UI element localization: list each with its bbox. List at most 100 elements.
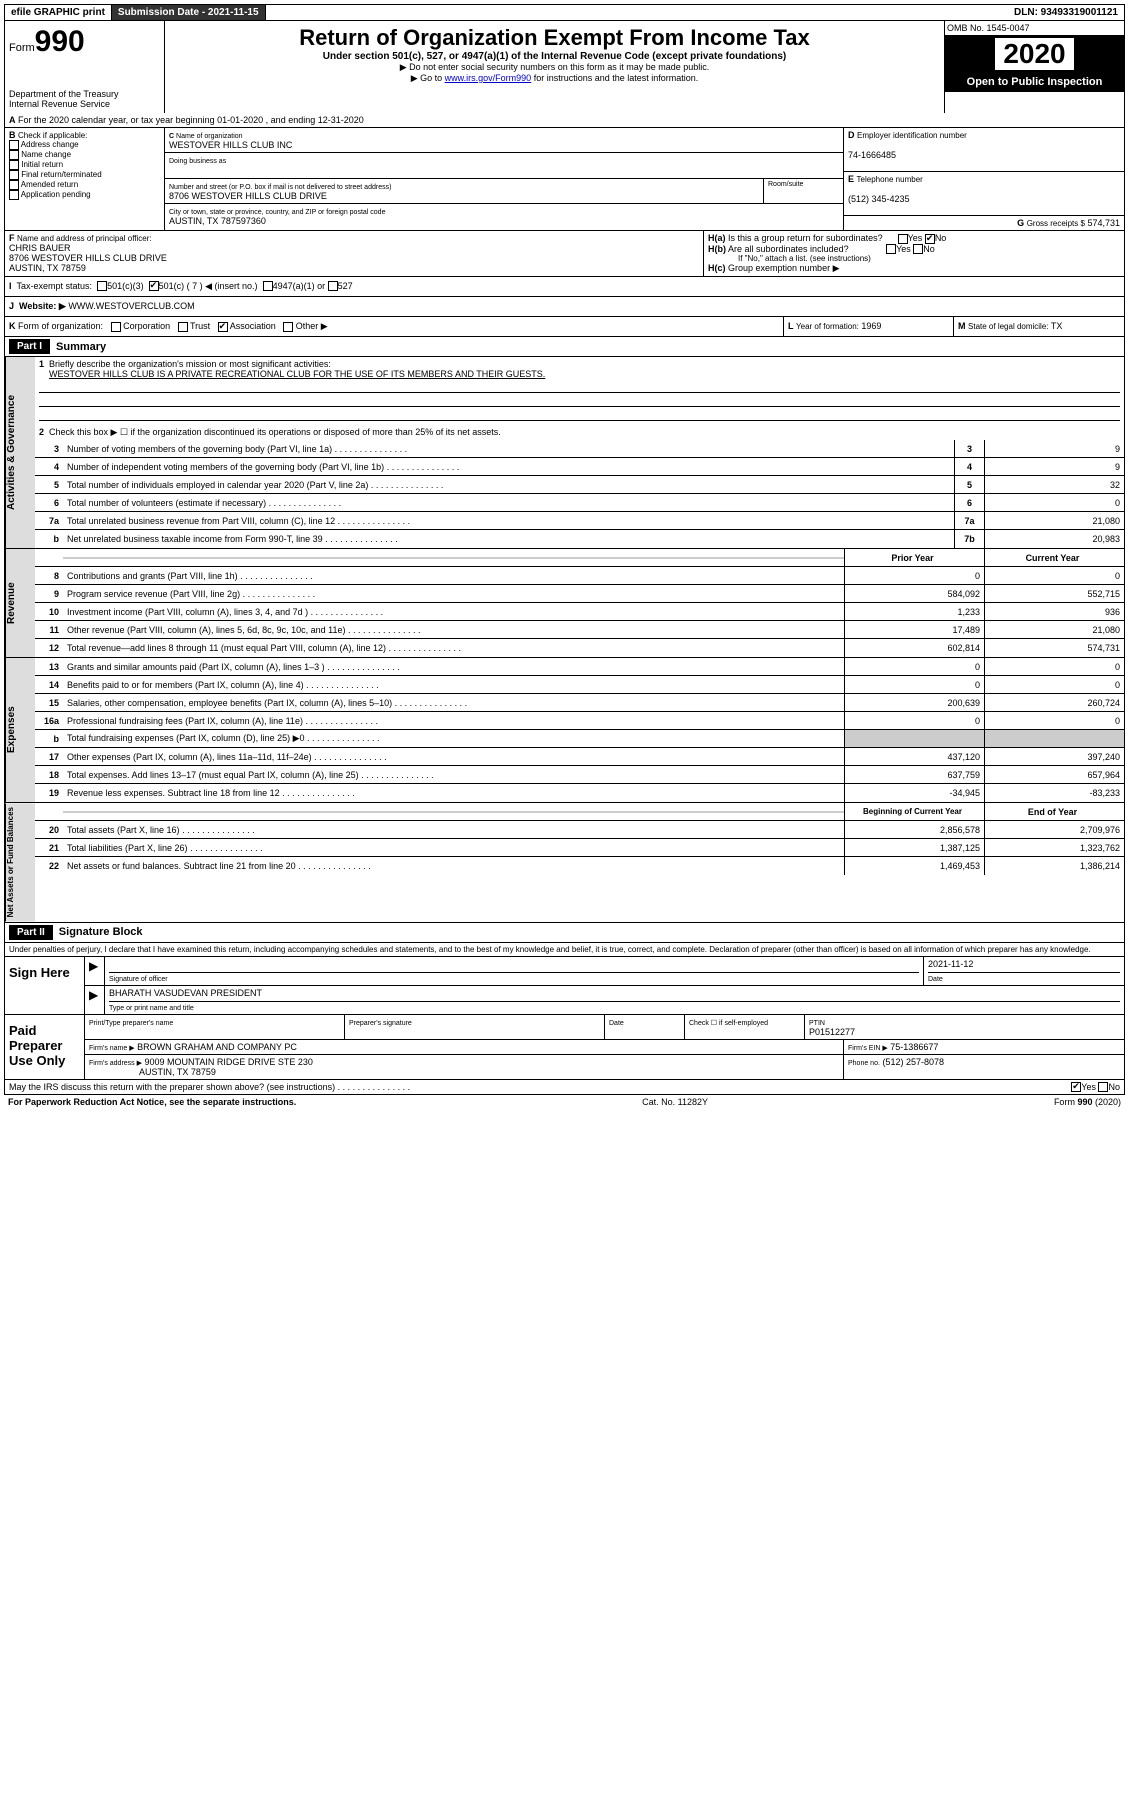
i-o2: 501(c) ( 7 ) ◀ (insert no.) — [159, 281, 258, 292]
ha-lbl: Is this a group return for subordinates? — [728, 233, 883, 243]
public-inspection: Open to Public Inspection — [945, 72, 1124, 92]
discuss-row: May the IRS discuss this return with the… — [4, 1080, 1125, 1096]
dba-lbl: Doing business as — [169, 158, 226, 165]
dept: Department of the Treasury Internal Reve… — [9, 89, 160, 109]
section-c: C Name of organization WESTOVER HILLS CL… — [165, 128, 844, 230]
ein: 74-1666485 — [848, 150, 896, 160]
section-fh: F Name and address of principal officer:… — [4, 231, 1125, 277]
mission-text: WESTOVER HILLS CLUB IS A PRIVATE RECREAT… — [49, 369, 545, 379]
data-row: 8Contributions and grants (Part VIII, li… — [35, 567, 1124, 585]
form-title: Return of Organization Exempt From Incom… — [169, 25, 940, 51]
efile-label: efile GRAPHIC print — [5, 5, 112, 20]
data-row: 10Investment income (Part VIII, column (… — [35, 603, 1124, 621]
i-lbl: Tax-exempt status: — [17, 281, 93, 292]
section-b: B Check if applicable: Address change Na… — [5, 128, 165, 230]
summary-row: 6Total number of volunteers (estimate if… — [35, 494, 1124, 512]
k-o3: Association — [230, 321, 276, 331]
sign-date: 2021-11-12 — [928, 959, 973, 969]
note-1: ▶ Do not enter social security numbers o… — [169, 62, 940, 73]
c-name-lbl: Name of organization — [176, 133, 243, 140]
i-527[interactable] — [328, 281, 338, 291]
line-a: A For the 2020 calendar year, or tax yea… — [4, 113, 1125, 128]
hb-no[interactable] — [913, 244, 923, 254]
ha-no[interactable] — [925, 234, 935, 244]
header-right: OMB No. 1545-0047 2020 Open to Public In… — [944, 21, 1124, 113]
d-lbl: Employer identification number — [857, 131, 967, 140]
b-option[interactable]: Name change — [9, 150, 160, 160]
i-o4: 527 — [338, 281, 353, 292]
submission-date: Submission Date - 2021-11-15 — [112, 5, 266, 20]
footer-mid: Cat. No. 11282Y — [642, 1097, 708, 1107]
org-city: AUSTIN, TX 787597360 — [169, 216, 266, 226]
b-option[interactable]: Application pending — [9, 190, 160, 200]
k-corp[interactable] — [111, 322, 121, 332]
discuss-yes[interactable] — [1071, 1082, 1081, 1092]
footer: For Paperwork Reduction Act Notice, see … — [4, 1095, 1125, 1109]
exp-label: Expenses — [5, 658, 35, 802]
data-row: 21Total liabilities (Part X, line 26)1,3… — [35, 839, 1124, 857]
addr-lbl: Number and street (or P.O. box if mail i… — [169, 184, 391, 191]
b-option[interactable]: Initial return — [9, 160, 160, 170]
i-o1: 501(c)(3) — [107, 281, 144, 292]
b-option[interactable]: Address change — [9, 140, 160, 150]
gov-label: Activities & Governance — [5, 357, 35, 548]
city-lbl: City or town, state or province, country… — [169, 209, 385, 216]
rev-label: Revenue — [5, 549, 35, 657]
revenue-section: Revenue Prior Year Current Year 8Contrib… — [4, 549, 1125, 658]
firm-name-lbl: Firm's name ▶ — [89, 1045, 135, 1052]
section-deg: D Employer identification number 74-1666… — [844, 128, 1124, 230]
k-assoc[interactable] — [218, 322, 228, 332]
firm-ein-lbl: Firm's EIN ▶ — [848, 1045, 888, 1052]
hb-note: If "No," attach a list. (see instruction… — [708, 254, 1120, 263]
self-emp-lbl: Check ☐ if self-employed — [689, 1020, 768, 1027]
ptin: P01512277 — [809, 1027, 855, 1037]
header-left: Form990 Department of the Treasury Inter… — [5, 21, 165, 113]
year-box: 2020 — [945, 36, 1124, 72]
part2-badge: Part II — [9, 925, 53, 940]
perjury: Under penalties of perjury, I declare th… — [4, 943, 1125, 957]
summary-row: 3Number of voting members of the governi… — [35, 440, 1124, 458]
gross-receipts: 574,731 — [1087, 218, 1120, 228]
e-lbl: Telephone number — [857, 175, 923, 184]
i-4947[interactable] — [263, 281, 273, 291]
section-f: F Name and address of principal officer:… — [5, 231, 704, 276]
b-option[interactable]: Amended return — [9, 180, 160, 190]
irs-link[interactable]: www.irs.gov/Form990 — [445, 73, 532, 83]
year: 2020 — [995, 38, 1073, 70]
b-option[interactable]: Final return/terminated — [9, 170, 160, 180]
k-trust[interactable] — [178, 322, 188, 332]
governance-section: Activities & Governance 1 Briefly descri… — [4, 357, 1125, 549]
note-2: ▶ Go to www.irs.gov/Form990 for instruct… — [169, 73, 940, 84]
k-lbl: Form of organization: — [18, 321, 103, 331]
room-lbl: Room/suite — [763, 179, 843, 203]
section-h: H(a) Is this a group return for subordin… — [704, 231, 1124, 276]
l-lbl: Year of formation: — [796, 322, 859, 331]
i-501c3[interactable] — [97, 281, 107, 291]
org-address: 8706 WESTOVER HILLS CLUB DRIVE — [169, 191, 327, 201]
i-501c[interactable] — [149, 281, 159, 291]
i-o3: 4947(a)(1) or — [273, 281, 326, 292]
na-header-row: Beginning of Current Year End of Year — [35, 803, 1124, 821]
j-lbl: Website: ▶ — [19, 301, 66, 312]
officer-addr: 8706 WESTOVER HILLS CLUB DRIVE — [9, 253, 167, 263]
data-row: 19Revenue less expenses. Subtract line 1… — [35, 784, 1124, 802]
sign-here-lbl: Sign Here — [5, 957, 85, 1014]
discuss-text: May the IRS discuss this return with the… — [9, 1082, 1071, 1093]
summary-row: 4Number of independent voting members of… — [35, 458, 1124, 476]
hb-yes[interactable] — [886, 244, 896, 254]
ptin-lbl: PTIN — [809, 1020, 825, 1027]
tax-year: For the 2020 calendar year, or tax year … — [18, 115, 364, 125]
header: Form990 Department of the Treasury Inter… — [4, 21, 1125, 113]
prep-title: Paid Preparer Use Only — [5, 1015, 85, 1079]
summary-row: 7aTotal unrelated business revenue from … — [35, 512, 1124, 530]
top-bar: efile GRAPHIC print Submission Date - 20… — [4, 4, 1125, 21]
discuss-no[interactable] — [1098, 1082, 1108, 1092]
part2-title: Signature Block — [59, 926, 143, 938]
org-name: WESTOVER HILLS CLUB INC — [169, 140, 292, 150]
summary-row: 5Total number of individuals employed in… — [35, 476, 1124, 494]
date-lbl: Date — [928, 976, 943, 983]
data-row: 16aProfessional fundraising fees (Part I… — [35, 712, 1124, 730]
ha-yes[interactable] — [898, 234, 908, 244]
domicile: TX — [1051, 321, 1063, 331]
k-other[interactable] — [283, 322, 293, 332]
